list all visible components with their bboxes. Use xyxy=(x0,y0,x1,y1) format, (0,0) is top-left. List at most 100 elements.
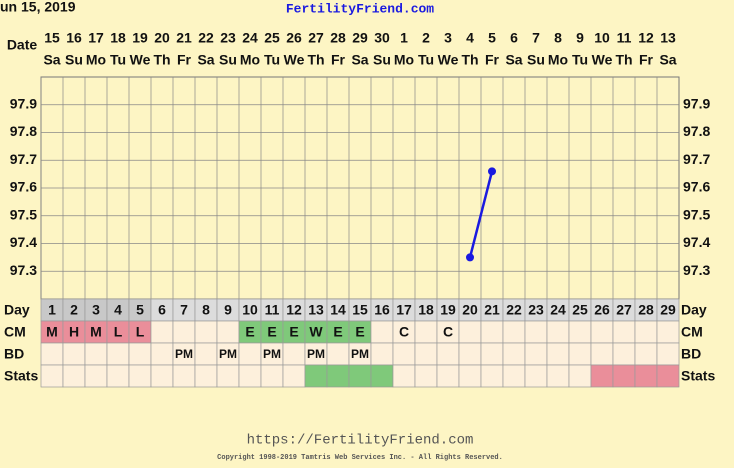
row-label-right: Stats xyxy=(681,368,715,384)
weekday-label: Mo xyxy=(394,52,414,68)
weekday-label: We xyxy=(592,52,613,68)
x-tick-label: 2 xyxy=(422,30,430,46)
weekday-label: We xyxy=(284,52,305,68)
table-cell xyxy=(656,364,680,388)
table-cell xyxy=(150,364,174,388)
cell-text: E xyxy=(289,324,298,340)
y-tick-label-right: 97.5 xyxy=(683,206,710,222)
cell-text: 20 xyxy=(462,302,478,318)
table-cell xyxy=(656,320,680,344)
cell-text: 22 xyxy=(506,302,522,318)
y-tick-label: 97.8 xyxy=(10,123,37,139)
x-tick-label: 11 xyxy=(617,30,632,46)
x-tick-label: 4 xyxy=(466,30,474,46)
table-cell xyxy=(590,342,614,366)
x-tick-label: 27 xyxy=(308,30,324,46)
cell-text: 3 xyxy=(92,302,100,318)
table-cell xyxy=(458,364,482,388)
cell-text: E xyxy=(245,324,254,340)
cell-text: W xyxy=(309,324,323,340)
row-label-right: Day xyxy=(681,302,707,318)
table-cell xyxy=(370,364,394,388)
cell-text: 12 xyxy=(286,302,302,318)
table-cell xyxy=(524,364,548,388)
table-cell xyxy=(568,320,592,344)
weekday-label: Th xyxy=(461,52,478,68)
row-label-right: BD xyxy=(681,346,701,362)
cell-text: E xyxy=(333,324,342,340)
cell-text: 1 xyxy=(48,302,56,318)
y-tick-label: 97.6 xyxy=(10,179,37,195)
x-tick-label: 18 xyxy=(110,30,126,46)
weekday-label: Mo xyxy=(86,52,106,68)
footer-url: https://FertilityFriend.com xyxy=(247,433,474,449)
weekday-label: We xyxy=(438,52,459,68)
table-cell xyxy=(238,364,262,388)
x-tick-label: 23 xyxy=(220,30,236,46)
weekday-label: Mo xyxy=(240,52,260,68)
cell-text: 13 xyxy=(308,302,324,318)
site-title: FertilityFriend.com xyxy=(286,1,434,16)
table-cell xyxy=(480,342,504,366)
cell-text: PM xyxy=(307,347,325,361)
x-tick-label: 26 xyxy=(286,30,302,46)
cell-text: 11 xyxy=(265,302,280,318)
table-cell xyxy=(194,342,218,366)
table-cell xyxy=(172,320,196,344)
row-label: Day xyxy=(4,302,30,318)
cell-text: E xyxy=(355,324,364,340)
table-cell xyxy=(106,364,130,388)
table-cell xyxy=(656,342,680,366)
cell-text: 19 xyxy=(440,302,456,318)
table-cell xyxy=(216,320,240,344)
weekday-label: Fr xyxy=(331,52,346,68)
table-cell xyxy=(414,342,438,366)
weekday-label: Su xyxy=(219,52,237,68)
x-tick-label: 21 xyxy=(176,30,192,46)
x-tick-label: 13 xyxy=(660,30,676,46)
x-tick-label: 30 xyxy=(374,30,390,46)
chart-date: un 15, 2019 xyxy=(0,0,76,15)
weekday-label: Fr xyxy=(485,52,500,68)
table-cell xyxy=(84,342,108,366)
table-cell xyxy=(480,364,504,388)
temperature-line xyxy=(468,171,494,258)
table-cell xyxy=(150,320,174,344)
table-cell xyxy=(326,342,350,366)
weekday-label: Sa xyxy=(351,52,368,68)
table-cell xyxy=(304,364,328,388)
table-cell xyxy=(326,364,350,388)
y-tick-label-right: 97.3 xyxy=(683,262,710,278)
table-cell xyxy=(436,364,460,388)
y-tick-label-right: 97.8 xyxy=(683,123,710,139)
x-tick-label: 29 xyxy=(352,30,368,46)
table-cell xyxy=(480,320,504,344)
table-cell xyxy=(128,364,152,388)
cell-text: 15 xyxy=(352,302,368,318)
cell-text: H xyxy=(69,324,79,340)
cell-text: PM xyxy=(219,347,237,361)
table-cell xyxy=(238,342,262,366)
cell-text: 8 xyxy=(202,302,210,318)
cell-text: M xyxy=(46,324,58,340)
weekday-label: Tu xyxy=(264,52,280,68)
cell-text: 26 xyxy=(594,302,610,318)
x-tick-label: 6 xyxy=(510,30,518,46)
weekday-label: Th xyxy=(307,52,324,68)
cell-text: 21 xyxy=(484,302,500,318)
x-tick-label: 7 xyxy=(532,30,540,46)
x-tick-label: 15 xyxy=(44,30,60,46)
cell-text: 23 xyxy=(528,302,544,318)
weekday-label: Sa xyxy=(43,52,60,68)
copyright: Copyright 1998-2019 Tamtris Web Services… xyxy=(217,454,503,462)
y-tick-label: 97.3 xyxy=(10,262,37,278)
table-cell xyxy=(612,364,636,388)
table-cell xyxy=(260,364,284,388)
weekday-label: Th xyxy=(615,52,632,68)
temperature-point xyxy=(488,167,496,176)
weekday-label: Su xyxy=(65,52,83,68)
x-tick-label: 3 xyxy=(444,30,452,46)
y-tick-label: 97.9 xyxy=(10,95,37,111)
x-tick-label: 1 xyxy=(400,30,408,46)
